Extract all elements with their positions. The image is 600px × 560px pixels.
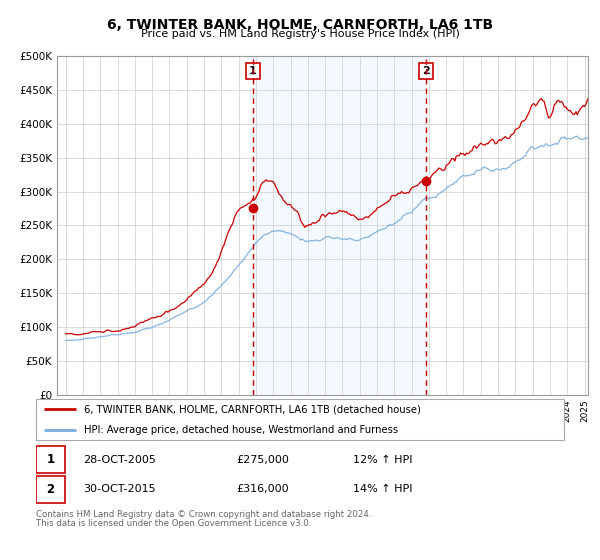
Text: 12% ↑ HPI: 12% ↑ HPI [353, 455, 412, 465]
Text: 1: 1 [249, 66, 257, 76]
Text: Contains HM Land Registry data © Crown copyright and database right 2024.: Contains HM Land Registry data © Crown c… [36, 510, 371, 519]
Text: 6, TWINTER BANK, HOLME, CARNFORTH, LA6 1TB (detached house): 6, TWINTER BANK, HOLME, CARNFORTH, LA6 1… [83, 404, 421, 414]
Text: 2: 2 [422, 66, 430, 76]
Text: £316,000: £316,000 [236, 484, 289, 494]
Text: Price paid vs. HM Land Registry's House Price Index (HPI): Price paid vs. HM Land Registry's House … [140, 29, 460, 39]
Text: 6, TWINTER BANK, HOLME, CARNFORTH, LA6 1TB: 6, TWINTER BANK, HOLME, CARNFORTH, LA6 1… [107, 18, 493, 32]
Text: 1: 1 [46, 453, 55, 466]
Text: £275,000: £275,000 [236, 455, 290, 465]
Text: This data is licensed under the Open Government Licence v3.0.: This data is licensed under the Open Gov… [36, 519, 311, 528]
Text: 30-OCT-2015: 30-OCT-2015 [83, 484, 156, 494]
Text: HPI: Average price, detached house, Westmorland and Furness: HPI: Average price, detached house, West… [83, 424, 398, 435]
Text: 28-OCT-2005: 28-OCT-2005 [83, 455, 157, 465]
Text: 14% ↑ HPI: 14% ↑ HPI [353, 484, 412, 494]
FancyBboxPatch shape [36, 476, 65, 503]
FancyBboxPatch shape [36, 446, 65, 473]
Bar [253, 56, 426, 395]
Text: 2: 2 [46, 483, 55, 496]
FancyBboxPatch shape [36, 399, 564, 440]
